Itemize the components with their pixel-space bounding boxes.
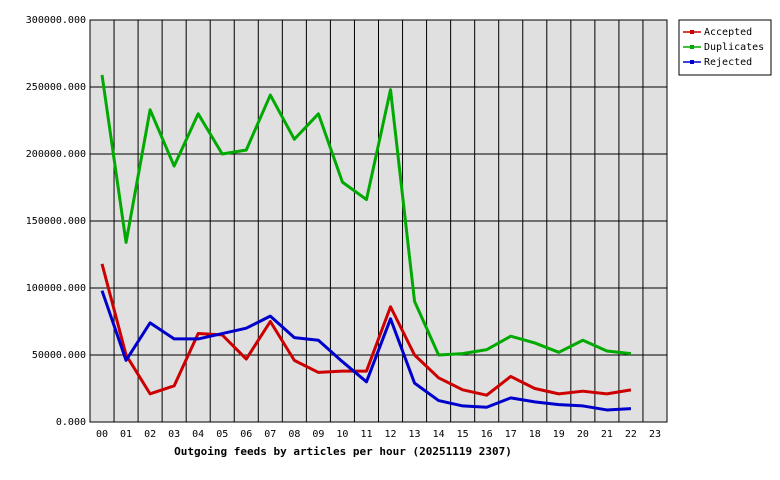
x-tick-label: 20 [577,429,589,440]
x-tick-label: 04 [192,429,204,440]
x-tick-label: 19 [553,429,565,440]
x-tick-label: 22 [625,429,637,440]
x-axis-label: Outgoing feeds by articles per hour (202… [174,445,512,458]
x-tick-label: 21 [601,429,613,440]
x-tick-label: 03 [168,429,180,440]
x-tick-label: 07 [264,429,276,440]
x-tick-label: 06 [240,429,252,440]
x-tick-label: 13 [409,429,421,440]
y-tick-label: 150000.000 [26,216,86,227]
x-tick-label: 15 [457,429,469,440]
y-tick-label: 200000.000 [26,149,86,160]
x-tick-label: 02 [144,429,156,440]
x-tick-label: 11 [360,429,372,440]
legend-label: Duplicates [704,42,764,53]
legend-label: Rejected [704,57,752,68]
x-tick-label: 01 [120,429,132,440]
x-tick-label: 23 [649,429,661,440]
x-tick-label: 08 [288,429,300,440]
x-tick-label: 09 [312,429,324,440]
x-tick-label: 16 [481,429,493,440]
legend-marker [690,60,694,64]
x-tick-label: 17 [505,429,517,440]
y-tick-label: 300000.000 [26,15,86,26]
y-tick-label: 100000.000 [26,283,86,294]
x-tick-label: 10 [336,429,348,440]
legend-marker [690,45,694,49]
x-tick-label: 05 [216,429,228,440]
series-line [100,74,632,357]
x-tick-label: 18 [529,429,541,440]
x-tick-label: 00 [96,429,108,440]
x-tick-label: 14 [433,429,445,440]
y-tick-label: 50000.000 [32,350,86,361]
legend-label: Accepted [704,27,752,38]
series-line [100,290,632,412]
series-line [100,263,632,397]
x-tick-label: 12 [384,429,396,440]
y-tick-label: 250000.000 [26,82,86,93]
y-tick-label: 0.000 [56,417,86,428]
legend-marker [690,30,694,34]
